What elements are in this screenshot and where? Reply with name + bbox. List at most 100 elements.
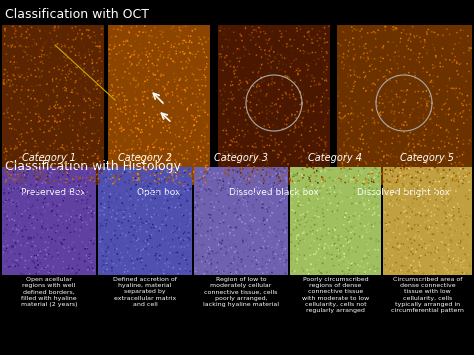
Point <box>348 24 356 30</box>
Point <box>365 221 372 227</box>
Point <box>50 89 58 95</box>
Point <box>386 237 394 243</box>
Point <box>3 149 11 154</box>
Point <box>176 49 184 55</box>
Text: Open acellular
regions with well
defined borders,
filled with hyaline
material (: Open acellular regions with well defined… <box>21 277 77 307</box>
Point <box>292 118 300 124</box>
Point <box>25 199 32 204</box>
Point <box>314 214 322 220</box>
Point <box>390 230 397 235</box>
Point <box>398 122 406 127</box>
Point <box>415 83 422 88</box>
Point <box>387 181 394 187</box>
Point <box>331 225 339 230</box>
Point <box>442 221 449 226</box>
Point <box>143 247 150 252</box>
Point <box>152 108 159 113</box>
Point <box>265 37 273 43</box>
Point <box>400 204 408 210</box>
Point <box>323 196 330 202</box>
Point <box>337 166 345 171</box>
Point <box>408 265 416 271</box>
Point <box>24 234 31 239</box>
Point <box>202 83 210 88</box>
Point <box>173 51 180 56</box>
Point <box>345 259 352 264</box>
Point <box>319 184 327 189</box>
Point <box>66 244 74 250</box>
Point <box>81 72 89 78</box>
Point <box>84 170 91 176</box>
Point <box>194 104 202 110</box>
Point <box>402 230 410 236</box>
Point <box>326 262 334 268</box>
Point <box>314 218 321 224</box>
Point <box>400 173 407 179</box>
Point <box>424 227 432 233</box>
Point <box>353 180 361 186</box>
Point <box>118 171 126 176</box>
Point <box>106 194 113 200</box>
Point <box>338 152 346 158</box>
Point <box>405 46 412 52</box>
Point <box>176 143 183 149</box>
Point <box>151 85 158 91</box>
Point <box>264 40 271 46</box>
Point <box>75 160 82 166</box>
Point <box>38 68 46 74</box>
Point <box>456 245 464 251</box>
Point <box>153 55 160 61</box>
Point <box>61 147 69 153</box>
Point <box>61 237 68 242</box>
Point <box>176 168 184 173</box>
Point <box>392 216 400 222</box>
Point <box>233 209 240 215</box>
Point <box>297 95 304 100</box>
Point <box>238 172 246 178</box>
Point <box>202 233 210 239</box>
Point <box>241 131 249 137</box>
Point <box>73 254 81 260</box>
Point <box>4 197 11 202</box>
Point <box>11 31 18 37</box>
Point <box>442 215 450 221</box>
Point <box>182 59 190 64</box>
Point <box>159 186 167 192</box>
Point <box>225 143 233 148</box>
Point <box>16 96 23 102</box>
Point <box>445 107 452 113</box>
Point <box>132 32 140 37</box>
Point <box>428 114 436 120</box>
Point <box>271 167 278 173</box>
Point <box>65 168 73 174</box>
Point <box>115 232 122 238</box>
Point <box>315 268 323 274</box>
Point <box>143 201 150 207</box>
Point <box>278 80 285 85</box>
Point <box>317 35 325 41</box>
Point <box>45 203 52 208</box>
Point <box>60 108 67 114</box>
Point <box>23 52 31 58</box>
Point <box>297 48 304 54</box>
Point <box>253 262 261 267</box>
Point <box>151 174 158 180</box>
Point <box>348 265 356 271</box>
Point <box>157 49 164 54</box>
Point <box>166 261 174 266</box>
Point <box>45 155 53 161</box>
Point <box>252 144 260 150</box>
Point <box>114 27 122 32</box>
Point <box>195 77 202 82</box>
Point <box>271 251 279 257</box>
Point <box>441 144 448 149</box>
Point <box>125 170 133 176</box>
Point <box>125 158 132 164</box>
Point <box>204 269 211 275</box>
Point <box>154 68 162 73</box>
Point <box>203 124 211 130</box>
Point <box>165 205 173 211</box>
Point <box>281 195 288 201</box>
Point <box>140 147 148 153</box>
Point <box>61 64 69 70</box>
